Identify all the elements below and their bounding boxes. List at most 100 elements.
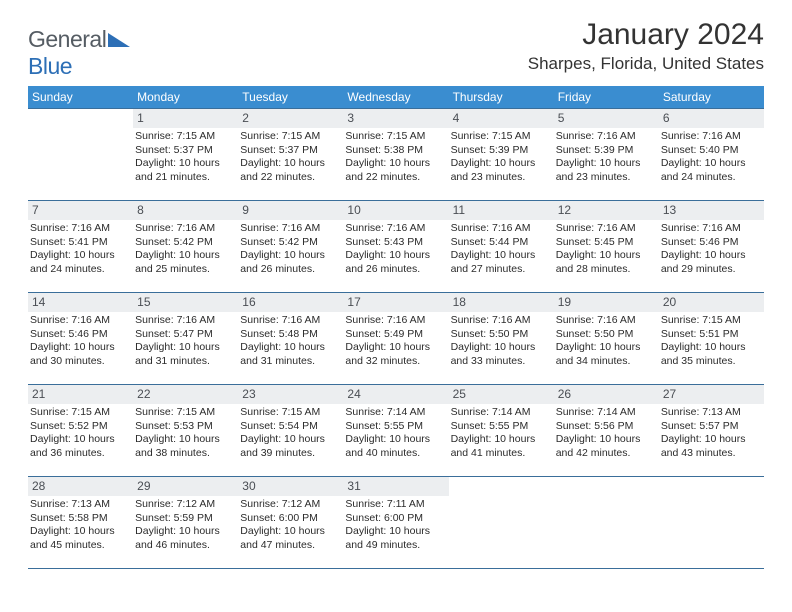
day-number: 7 (28, 201, 133, 220)
daylight-text: Daylight: 10 hours and 47 minutes. (240, 525, 341, 552)
day-details: Sunrise: 7:16 AMSunset: 5:48 PMDaylight:… (238, 312, 343, 370)
sunrise-text: Sunrise: 7:16 AM (661, 130, 762, 143)
day-number: 31 (343, 477, 448, 496)
calendar-day-cell: 18Sunrise: 7:16 AMSunset: 5:50 PMDayligh… (449, 293, 554, 385)
day-number: 4 (449, 109, 554, 128)
day-number: 11 (449, 201, 554, 220)
calendar-day-cell: 22Sunrise: 7:15 AMSunset: 5:53 PMDayligh… (133, 385, 238, 477)
sunrise-text: Sunrise: 7:16 AM (30, 314, 131, 327)
sunrise-text: Sunrise: 7:16 AM (30, 222, 131, 235)
day-details: Sunrise: 7:14 AMSunset: 5:55 PMDaylight:… (449, 404, 554, 462)
day-details: Sunrise: 7:15 AMSunset: 5:37 PMDaylight:… (133, 128, 238, 186)
calendar-day-cell: 1Sunrise: 7:15 AMSunset: 5:37 PMDaylight… (133, 109, 238, 201)
dow-friday: Friday (554, 86, 659, 109)
day-details: Sunrise: 7:15 AMSunset: 5:39 PMDaylight:… (449, 128, 554, 186)
sunrise-text: Sunrise: 7:16 AM (556, 130, 657, 143)
sunset-text: Sunset: 5:52 PM (30, 420, 131, 433)
dow-tuesday: Tuesday (238, 86, 343, 109)
sunrise-text: Sunrise: 7:16 AM (451, 222, 552, 235)
day-details: Sunrise: 7:15 AMSunset: 5:53 PMDaylight:… (133, 404, 238, 462)
calendar-day-cell: 27Sunrise: 7:13 AMSunset: 5:57 PMDayligh… (659, 385, 764, 477)
title-block: January 2024 Sharpes, Florida, United St… (528, 18, 764, 74)
dow-wednesday: Wednesday (343, 86, 448, 109)
day-number: 10 (343, 201, 448, 220)
daylight-text: Daylight: 10 hours and 31 minutes. (135, 341, 236, 368)
page-header: GeneralBlue January 2024 Sharpes, Florid… (28, 18, 764, 80)
sunset-text: Sunset: 5:41 PM (30, 236, 131, 249)
sunset-text: Sunset: 5:37 PM (240, 144, 341, 157)
calendar-day-cell: 25Sunrise: 7:14 AMSunset: 5:55 PMDayligh… (449, 385, 554, 477)
calendar-day-cell: 5Sunrise: 7:16 AMSunset: 5:39 PMDaylight… (554, 109, 659, 201)
sunrise-text: Sunrise: 7:12 AM (240, 498, 341, 511)
sunset-text: Sunset: 5:46 PM (661, 236, 762, 249)
daylight-text: Daylight: 10 hours and 23 minutes. (451, 157, 552, 184)
day-details: Sunrise: 7:15 AMSunset: 5:37 PMDaylight:… (238, 128, 343, 186)
sunrise-text: Sunrise: 7:15 AM (451, 130, 552, 143)
day-number: 24 (343, 385, 448, 404)
day-details: Sunrise: 7:11 AMSunset: 6:00 PMDaylight:… (343, 496, 448, 554)
sunset-text: Sunset: 5:44 PM (451, 236, 552, 249)
sunset-text: Sunset: 5:57 PM (661, 420, 762, 433)
calendar-table: Sunday Monday Tuesday Wednesday Thursday… (28, 86, 764, 569)
sunset-text: Sunset: 6:00 PM (240, 512, 341, 525)
sunset-text: Sunset: 5:59 PM (135, 512, 236, 525)
month-title: January 2024 (528, 18, 764, 52)
day-details: Sunrise: 7:16 AMSunset: 5:45 PMDaylight:… (554, 220, 659, 278)
day-number: 18 (449, 293, 554, 312)
day-details: Sunrise: 7:16 AMSunset: 5:41 PMDaylight:… (28, 220, 133, 278)
daylight-text: Daylight: 10 hours and 34 minutes. (556, 341, 657, 368)
day-number: 21 (28, 385, 133, 404)
sunrise-text: Sunrise: 7:15 AM (135, 406, 236, 419)
sunrise-text: Sunrise: 7:15 AM (240, 406, 341, 419)
location-text: Sharpes, Florida, United States (528, 54, 764, 74)
day-number: 9 (238, 201, 343, 220)
sunset-text: Sunset: 5:58 PM (30, 512, 131, 525)
sunset-text: Sunset: 5:39 PM (451, 144, 552, 157)
calendar-day-cell: 16Sunrise: 7:16 AMSunset: 5:48 PMDayligh… (238, 293, 343, 385)
calendar-day-cell: 7Sunrise: 7:16 AMSunset: 5:41 PMDaylight… (28, 201, 133, 293)
daylight-text: Daylight: 10 hours and 27 minutes. (451, 249, 552, 276)
daylight-text: Daylight: 10 hours and 22 minutes. (240, 157, 341, 184)
sunset-text: Sunset: 5:37 PM (135, 144, 236, 157)
day-details: Sunrise: 7:16 AMSunset: 5:50 PMDaylight:… (554, 312, 659, 370)
daylight-text: Daylight: 10 hours and 30 minutes. (30, 341, 131, 368)
sunrise-text: Sunrise: 7:16 AM (240, 222, 341, 235)
day-number: 23 (238, 385, 343, 404)
day-number: 20 (659, 293, 764, 312)
sunrise-text: Sunrise: 7:16 AM (345, 222, 446, 235)
day-number: 2 (238, 109, 343, 128)
daylight-text: Daylight: 10 hours and 24 minutes. (30, 249, 131, 276)
sunset-text: Sunset: 5:48 PM (240, 328, 341, 341)
sunset-text: Sunset: 5:42 PM (135, 236, 236, 249)
day-details: Sunrise: 7:14 AMSunset: 5:55 PMDaylight:… (343, 404, 448, 462)
calendar-day-cell: 17Sunrise: 7:16 AMSunset: 5:49 PMDayligh… (343, 293, 448, 385)
calendar-day-cell (554, 477, 659, 569)
sunset-text: Sunset: 6:00 PM (345, 512, 446, 525)
day-of-week-row: Sunday Monday Tuesday Wednesday Thursday… (28, 86, 764, 109)
sunset-text: Sunset: 5:56 PM (556, 420, 657, 433)
daylight-text: Daylight: 10 hours and 38 minutes. (135, 433, 236, 460)
day-details: Sunrise: 7:16 AMSunset: 5:44 PMDaylight:… (449, 220, 554, 278)
day-details: Sunrise: 7:12 AMSunset: 6:00 PMDaylight:… (238, 496, 343, 554)
day-details: Sunrise: 7:12 AMSunset: 5:59 PMDaylight:… (133, 496, 238, 554)
daylight-text: Daylight: 10 hours and 36 minutes. (30, 433, 131, 460)
day-number: 5 (554, 109, 659, 128)
calendar-day-cell: 21Sunrise: 7:15 AMSunset: 5:52 PMDayligh… (28, 385, 133, 477)
day-number: 8 (133, 201, 238, 220)
day-details: Sunrise: 7:15 AMSunset: 5:52 PMDaylight:… (28, 404, 133, 462)
sunrise-text: Sunrise: 7:14 AM (451, 406, 552, 419)
sunset-text: Sunset: 5:55 PM (451, 420, 552, 433)
sunrise-text: Sunrise: 7:16 AM (661, 222, 762, 235)
brand-word2: Blue (28, 53, 72, 79)
calendar-day-cell: 15Sunrise: 7:16 AMSunset: 5:47 PMDayligh… (133, 293, 238, 385)
calendar-day-cell (449, 477, 554, 569)
day-details: Sunrise: 7:16 AMSunset: 5:42 PMDaylight:… (133, 220, 238, 278)
sunrise-text: Sunrise: 7:16 AM (556, 222, 657, 235)
day-number: 26 (554, 385, 659, 404)
sunset-text: Sunset: 5:49 PM (345, 328, 446, 341)
day-number: 14 (28, 293, 133, 312)
daylight-text: Daylight: 10 hours and 32 minutes. (345, 341, 446, 368)
sunrise-text: Sunrise: 7:16 AM (135, 314, 236, 327)
sunrise-text: Sunrise: 7:11 AM (345, 498, 446, 511)
calendar-week-row: 7Sunrise: 7:16 AMSunset: 5:41 PMDaylight… (28, 201, 764, 293)
